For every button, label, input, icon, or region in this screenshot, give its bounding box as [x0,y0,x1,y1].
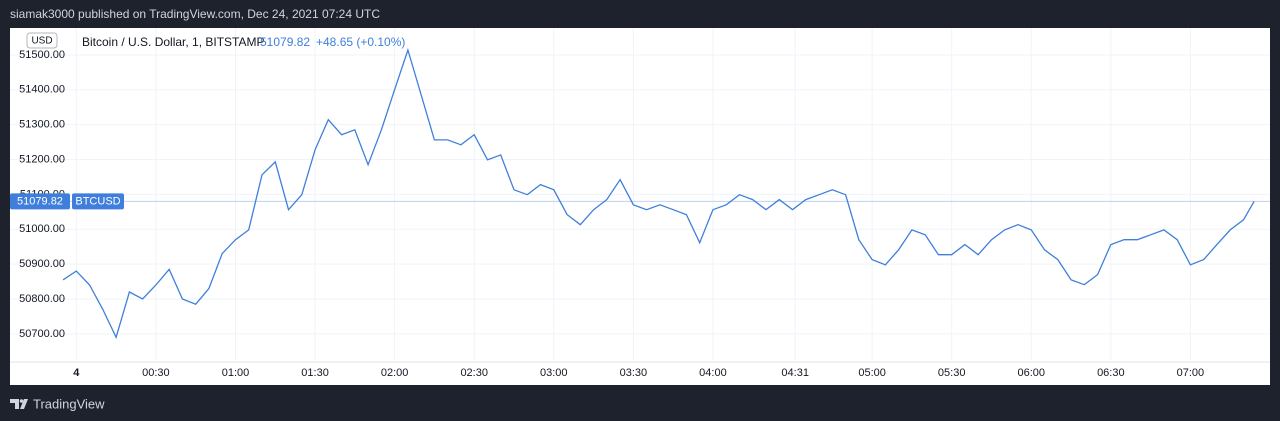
y-tick-label: 50800.00 [19,293,65,305]
x-tick-label: 05:00 [858,367,886,379]
logo-dot [19,399,24,403]
x-tick-label: 04:00 [699,367,727,379]
x-tick-label: 01:30 [301,367,329,379]
chart-title: Bitcoin / U.S. Dollar, 1, BITSTAMP [82,35,265,49]
last-price-tag [10,193,70,210]
plot [10,47,1270,340]
y-tick-label: 50900.00 [19,258,65,270]
y-tick-label: 51300.00 [19,119,65,131]
x-tick-label: 06:30 [1097,367,1125,379]
x-tick-label: 06:00 [1017,367,1045,379]
price-line [62,47,1255,340]
brand-logo [10,399,28,409]
y-tick-label: 51500.00 [19,49,65,61]
x-tick-label: 04:31 [781,367,809,379]
currency-box [26,32,58,49]
x-tick-label: 03:30 [620,367,648,379]
published-info: siamak3000 published on TradingView.com,… [10,7,380,21]
last-price: 51079.82 [260,35,310,49]
x-tick-label: 01:00 [222,367,250,379]
grid [10,28,1270,360]
x-tick-label: 07:00 [1177,367,1205,379]
x-tick-label: 05:30 [938,367,966,379]
symbol-tag [72,193,124,210]
currency: USD [31,36,52,47]
x-tick-label: 4 [73,367,80,379]
x-tick-label: 02:30 [460,367,488,379]
chart-panel [10,28,1270,385]
last-price-tag-text: 51079.82 [17,195,63,207]
x-tick-label: 03:00 [540,367,568,379]
brand: TradingView [33,396,105,411]
logo-mark [10,399,28,409]
x-tick-label: 00:30 [142,367,170,379]
y-tick-label: 51200.00 [19,153,65,165]
price-change: +48.65 (+0.10%) [316,35,405,49]
y-tick-label: 51400.00 [19,84,65,96]
y-tick-label: 50700.00 [19,328,65,340]
y-tick-label: 51000.00 [19,223,65,235]
x-tick-label: 02:00 [381,367,409,379]
symbol-tag-text: BTCUSD [75,195,120,207]
